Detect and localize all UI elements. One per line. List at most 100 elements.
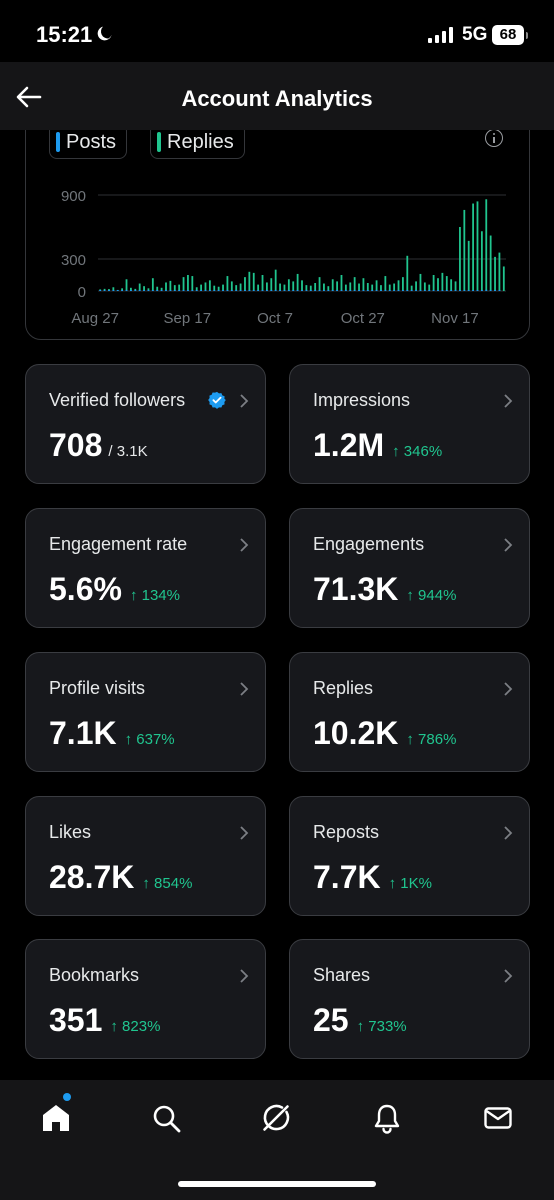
posts-bar bbox=[160, 290, 163, 291]
card-label: Reposts bbox=[313, 822, 380, 842]
status-bar: 15:21 5G 68 bbox=[0, 0, 554, 62]
chevron-right-icon bbox=[240, 394, 249, 408]
home-icon[interactable] bbox=[40, 1102, 72, 1134]
replies-bar bbox=[327, 286, 330, 291]
replies-card[interactable]: Replies 10.2K ↑ 786% bbox=[289, 652, 530, 772]
posts-bar bbox=[208, 290, 211, 291]
likes-card[interactable]: Likes 28.7K ↑ 854% bbox=[25, 796, 266, 916]
posts-bar bbox=[388, 290, 391, 291]
replies-bar bbox=[371, 284, 374, 291]
engagements-card[interactable]: Engagements 71.3K ↑ 944% bbox=[289, 508, 530, 628]
posts-bar bbox=[143, 290, 145, 291]
replies-bar bbox=[305, 285, 308, 291]
posts-bar bbox=[472, 290, 474, 291]
chevron-right-icon bbox=[504, 969, 513, 983]
replies-bar bbox=[143, 286, 145, 291]
chevron-right-icon bbox=[504, 682, 513, 696]
replies-bar bbox=[296, 273, 299, 291]
replies-bar bbox=[160, 287, 163, 291]
replies-bar bbox=[459, 227, 461, 291]
card-delta: ↑ 786% bbox=[406, 731, 457, 748]
y-tick-label: 300 bbox=[61, 252, 86, 269]
posts-bar bbox=[99, 290, 102, 291]
replies-bar bbox=[476, 201, 479, 291]
posts-bar bbox=[173, 290, 176, 291]
shares-card[interactable]: Shares 25 ↑ 733% bbox=[289, 939, 530, 1059]
bookmarks-card[interactable]: Bookmarks 351 ↑ 823% bbox=[25, 939, 266, 1059]
replies-bar bbox=[502, 266, 505, 291]
posts-bar bbox=[423, 290, 426, 291]
posts-bar bbox=[301, 290, 303, 291]
card-value: 351 bbox=[49, 1002, 103, 1038]
posts-bar bbox=[235, 290, 238, 291]
card-value: 1.2M bbox=[313, 427, 385, 463]
replies-bar bbox=[226, 276, 229, 291]
replies-bar bbox=[103, 288, 106, 291]
replies-bar bbox=[182, 277, 185, 291]
posts-bar bbox=[182, 290, 185, 291]
posts-bar bbox=[134, 290, 137, 291]
replies-bar bbox=[353, 277, 356, 291]
posts-bar bbox=[230, 290, 233, 291]
x-tick-label: Aug 27 bbox=[71, 310, 119, 327]
replies-bar bbox=[173, 285, 176, 291]
profile-visits-card[interactable]: Profile visits 7.1K ↑ 637% bbox=[25, 652, 266, 772]
replies-bar bbox=[318, 277, 321, 291]
posts-bar bbox=[432, 290, 435, 291]
posts-bar bbox=[476, 290, 479, 291]
posts-bar bbox=[178, 290, 181, 291]
notifications-icon[interactable] bbox=[371, 1102, 403, 1134]
posts-bar bbox=[309, 290, 312, 291]
posts-bar bbox=[213, 290, 216, 291]
replies-bar bbox=[467, 240, 470, 291]
replies-bar bbox=[130, 287, 132, 291]
replies-bar bbox=[454, 281, 457, 291]
card-delta: ↑ 1K% bbox=[388, 875, 432, 892]
posts-bar bbox=[261, 290, 264, 291]
back-arrow-icon[interactable] bbox=[14, 82, 44, 112]
posts-bar bbox=[204, 290, 207, 291]
replies-bar bbox=[266, 282, 268, 291]
replies-bar bbox=[375, 280, 378, 291]
card-value: 10.2K bbox=[313, 715, 399, 751]
signal-icon bbox=[428, 27, 453, 43]
card-value-row: 1.2M ↑ 346% bbox=[313, 427, 442, 464]
x-tick-label: Sep 17 bbox=[164, 310, 212, 327]
posts-bar bbox=[103, 290, 106, 291]
replies-bar bbox=[112, 287, 115, 291]
posts-bar bbox=[410, 290, 413, 291]
replies-bar bbox=[244, 277, 246, 291]
search-icon[interactable] bbox=[150, 1102, 182, 1134]
chevron-right-icon bbox=[504, 826, 513, 840]
posts-bar bbox=[252, 290, 255, 291]
posts-bar bbox=[415, 290, 417, 291]
grok-icon[interactable] bbox=[260, 1102, 292, 1134]
replies-bar bbox=[121, 288, 124, 291]
replies-bar bbox=[344, 284, 347, 291]
impressions-card[interactable]: Impressions 1.2M ↑ 346% bbox=[289, 364, 530, 484]
replies-bar bbox=[388, 284, 391, 291]
posts-bar bbox=[406, 290, 409, 291]
card-subvalue: / 3.1K bbox=[108, 443, 148, 460]
posts-bar bbox=[156, 290, 159, 291]
chart-card: Posts Replies 900 300 0 Aug 27 Sep 17 Oct 7 Oc… bbox=[25, 100, 530, 340]
reposts-card[interactable]: Reposts 7.7K ↑ 1K% bbox=[289, 796, 530, 916]
posts-bar bbox=[292, 290, 295, 291]
network-label: 5G bbox=[462, 24, 488, 45]
posts-bar bbox=[459, 290, 461, 291]
messages-icon[interactable] bbox=[482, 1102, 514, 1134]
posts-bar bbox=[467, 290, 470, 291]
posts-bar bbox=[187, 290, 189, 291]
engagement-rate-card[interactable]: Engagement rate 5.6% ↑ 134% bbox=[25, 508, 266, 628]
card-label: Bookmarks bbox=[49, 965, 140, 985]
replies-bar bbox=[195, 287, 198, 291]
card-value: 5.6% bbox=[49, 571, 122, 607]
replies-bar bbox=[239, 283, 242, 291]
chevron-right-icon bbox=[504, 394, 513, 408]
replies-bar bbox=[314, 283, 317, 291]
posts-bar bbox=[362, 290, 365, 291]
replies-bar bbox=[287, 279, 290, 291]
verified-followers-card[interactable]: Verified followers 708 / 3.1K bbox=[25, 364, 266, 484]
replies-bar bbox=[380, 285, 382, 291]
posts-bar bbox=[494, 290, 496, 291]
